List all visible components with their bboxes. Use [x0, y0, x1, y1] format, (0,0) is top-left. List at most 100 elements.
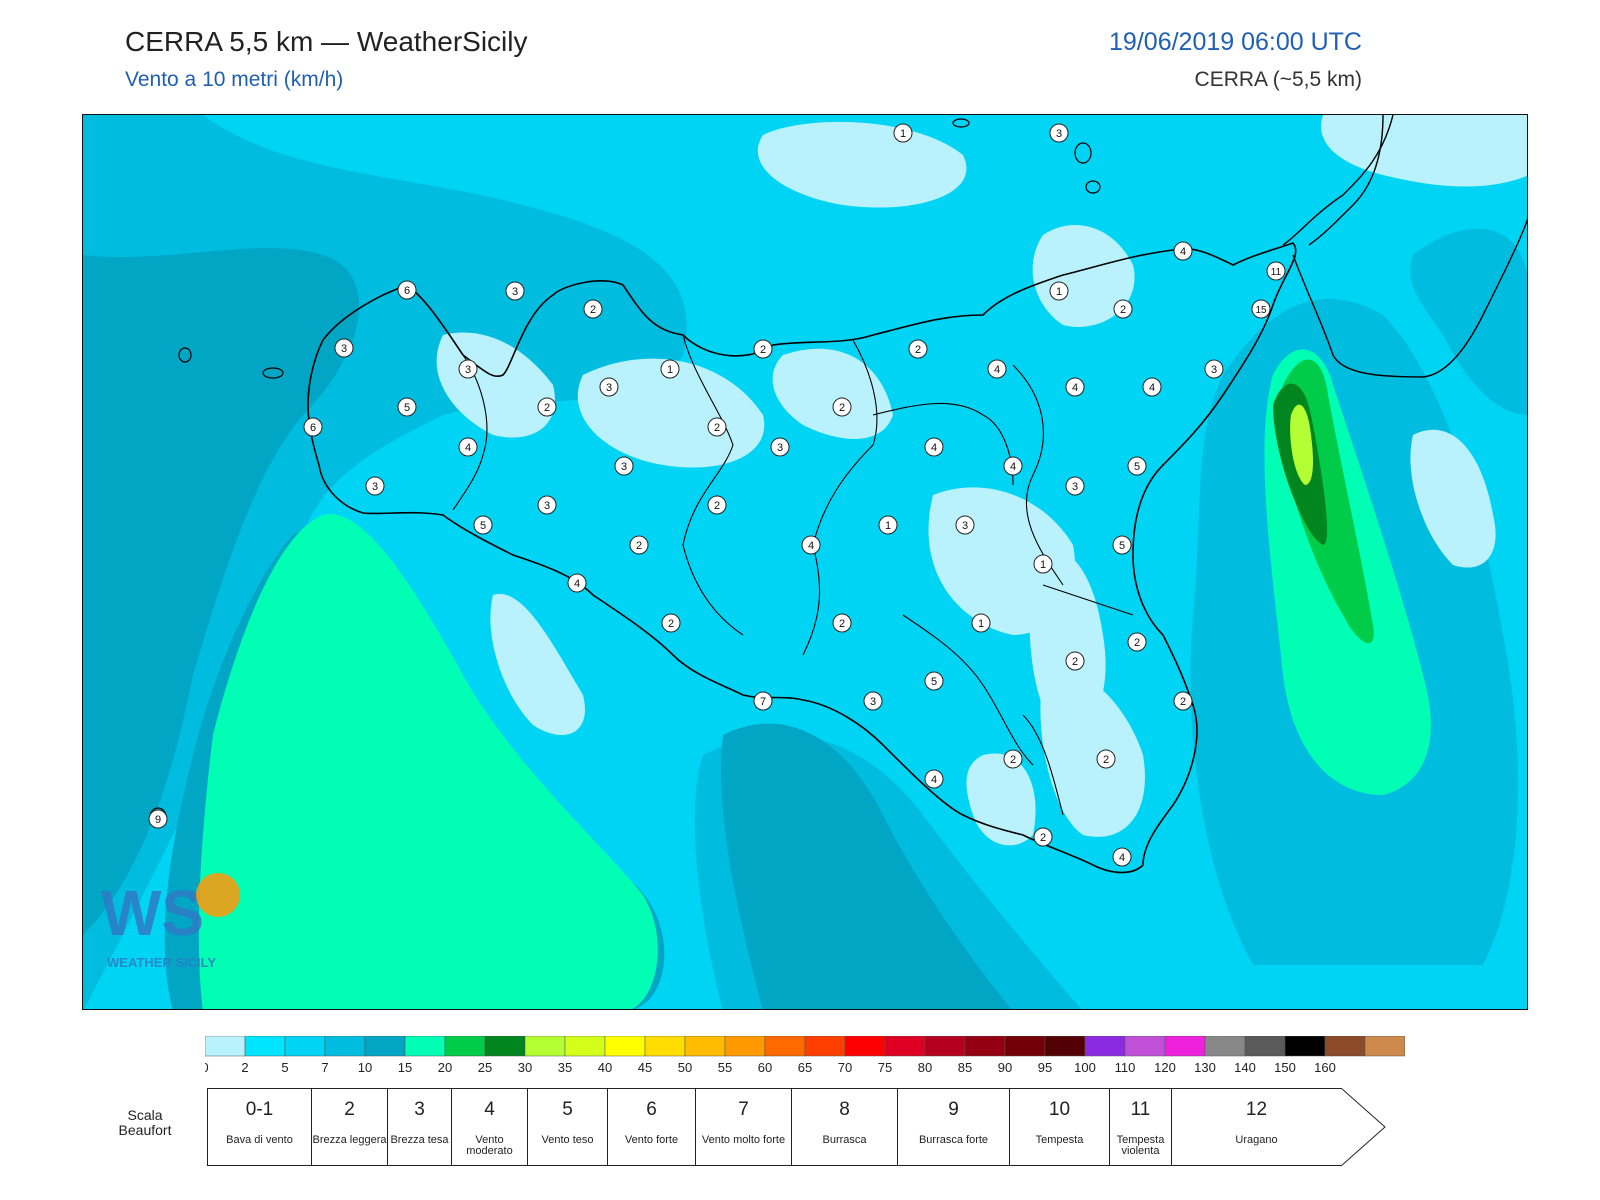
beaufort-number: 11 [1130, 1099, 1151, 1120]
station-circle [365, 476, 385, 496]
station-circle [1127, 456, 1147, 476]
station-value: 11 [1271, 267, 1282, 278]
station-marker: 1 [971, 613, 991, 633]
station-marker: 1 [878, 515, 898, 535]
station-marker: 3 [365, 476, 385, 496]
colorbar-tick-label: 80 [918, 1060, 932, 1075]
colorbar-tick-label: 60 [758, 1060, 772, 1075]
beaufort-class: 8 Burrasca [791, 1088, 897, 1166]
colorbar-cells [205, 1036, 1405, 1057]
beaufort-name: Tempesta violenta [1116, 1134, 1165, 1157]
wind-map: 1 3 4 11 15 6 3 2 1 2 3 3 1 2 2 4 4 4 3 5 3 2 2 6 4 2 3 4 4 5 3 3 3 3 5 2 1 3… [82, 114, 1528, 1010]
station-marker: 3 [863, 691, 883, 711]
station-circle [707, 495, 727, 515]
beaufort-number: 10 [1048, 1099, 1071, 1120]
station-circle [1113, 299, 1133, 319]
colorbar-cell [804, 1036, 846, 1057]
station-value: 4 [1010, 461, 1016, 473]
beaufort-class: 2 Brezza leggera [311, 1088, 387, 1166]
beaufort-name: Vento molto forte [701, 1134, 786, 1146]
station-circle [1003, 749, 1023, 769]
beaufort-class: 11 Tempesta violenta [1109, 1088, 1171, 1166]
station-circle [583, 299, 603, 319]
calm-patch-southeast-2 [966, 753, 1036, 846]
station-circle [660, 359, 680, 379]
station-circle [148, 809, 168, 829]
beaufort-number: 2 [344, 1099, 355, 1120]
station-circle [707, 417, 727, 437]
station-marker: 1 [1049, 281, 1069, 301]
station-value: 7 [760, 696, 766, 708]
colorbar-tick-label: 45 [638, 1060, 652, 1075]
station-marker: 4 [567, 573, 587, 593]
beaufort-class: 4 Vento moderato [451, 1088, 527, 1166]
station-marker: 2 [832, 613, 852, 633]
station-circle [770, 437, 790, 457]
station-marker: 3 [537, 495, 557, 515]
map-subtitle: Vento a 10 metri (km/h) [125, 68, 344, 91]
station-circle [629, 535, 649, 555]
station-value: 4 [931, 774, 937, 786]
station-value: 2 [1134, 637, 1140, 649]
province-border-1 [452, 354, 488, 511]
station-value: 4 [1149, 382, 1155, 394]
station-value: 6 [404, 285, 410, 297]
station-marker: 6 [303, 417, 323, 437]
station-circle [1003, 456, 1023, 476]
station-circle [1065, 476, 1085, 496]
station-value: 15 [1255, 305, 1267, 316]
station-circle [1112, 847, 1132, 867]
station-value: 3 [1056, 128, 1062, 140]
colorbar-cell [444, 1036, 486, 1057]
colorbar-cell [404, 1036, 446, 1057]
station-circle [924, 671, 944, 691]
beaufort-name: Brezza tesa [390, 1134, 449, 1146]
beaufort-name: Vento teso [541, 1134, 594, 1146]
station-value: 4 [465, 442, 471, 454]
station-value: 4 [931, 442, 937, 454]
station-circle [505, 281, 525, 301]
beaufort-arrow [1341, 1088, 1386, 1167]
station-value: 4 [1072, 382, 1078, 394]
station-marker: 3 [1049, 123, 1069, 143]
colorbar-tick-label: 95 [1038, 1060, 1052, 1075]
beaufort-number: 7 [738, 1099, 749, 1120]
beaufort-number: 12 [1245, 1099, 1268, 1120]
colorbar-cell [1004, 1036, 1046, 1057]
colorbar-cell [1164, 1036, 1206, 1057]
station-value: 4 [808, 540, 814, 552]
station-marker: 4 [924, 769, 944, 789]
beaufort-number: 4 [484, 1099, 495, 1120]
station-value: 3 [870, 696, 876, 708]
station-marker: 3 [505, 281, 525, 301]
station-marker: 2 [1003, 749, 1023, 769]
beaufort-name: Burrasca [822, 1134, 867, 1146]
station-circle [1096, 749, 1116, 769]
station-value: 3 [1072, 481, 1078, 493]
colorbar-cell [1084, 1036, 1126, 1057]
colorbar-tick-label: 30 [518, 1060, 532, 1075]
station-value: 2 [544, 402, 550, 414]
station-marker: 2 [537, 397, 557, 417]
beaufort-name: Uragano [1235, 1134, 1278, 1146]
station-value: 4 [994, 364, 1000, 376]
station-value: 2 [636, 540, 642, 552]
colorbar-tick-label: 85 [958, 1060, 972, 1075]
wind-field-sw-green [198, 514, 658, 1009]
station-marker: 1 [1033, 554, 1053, 574]
station-marker: 4 [801, 535, 821, 555]
station-circle [1112, 535, 1132, 555]
colorbar-tick-label: 0 [205, 1060, 209, 1075]
station-value: 3 [1211, 364, 1217, 376]
colorbar-tick-label: 160 [1314, 1060, 1336, 1075]
station-marker: 2 [1033, 827, 1053, 847]
beaufort-class: 9 Burrasca forte [897, 1088, 1009, 1166]
station-marker: 15 [1251, 299, 1271, 319]
beaufort-number: 6 [646, 1099, 657, 1120]
station-value: 3 [341, 343, 347, 355]
station-circle [537, 397, 557, 417]
colorbar-tick-label: 50 [678, 1060, 692, 1075]
province-border-3 [802, 339, 878, 656]
colorbar-cell [564, 1036, 606, 1057]
